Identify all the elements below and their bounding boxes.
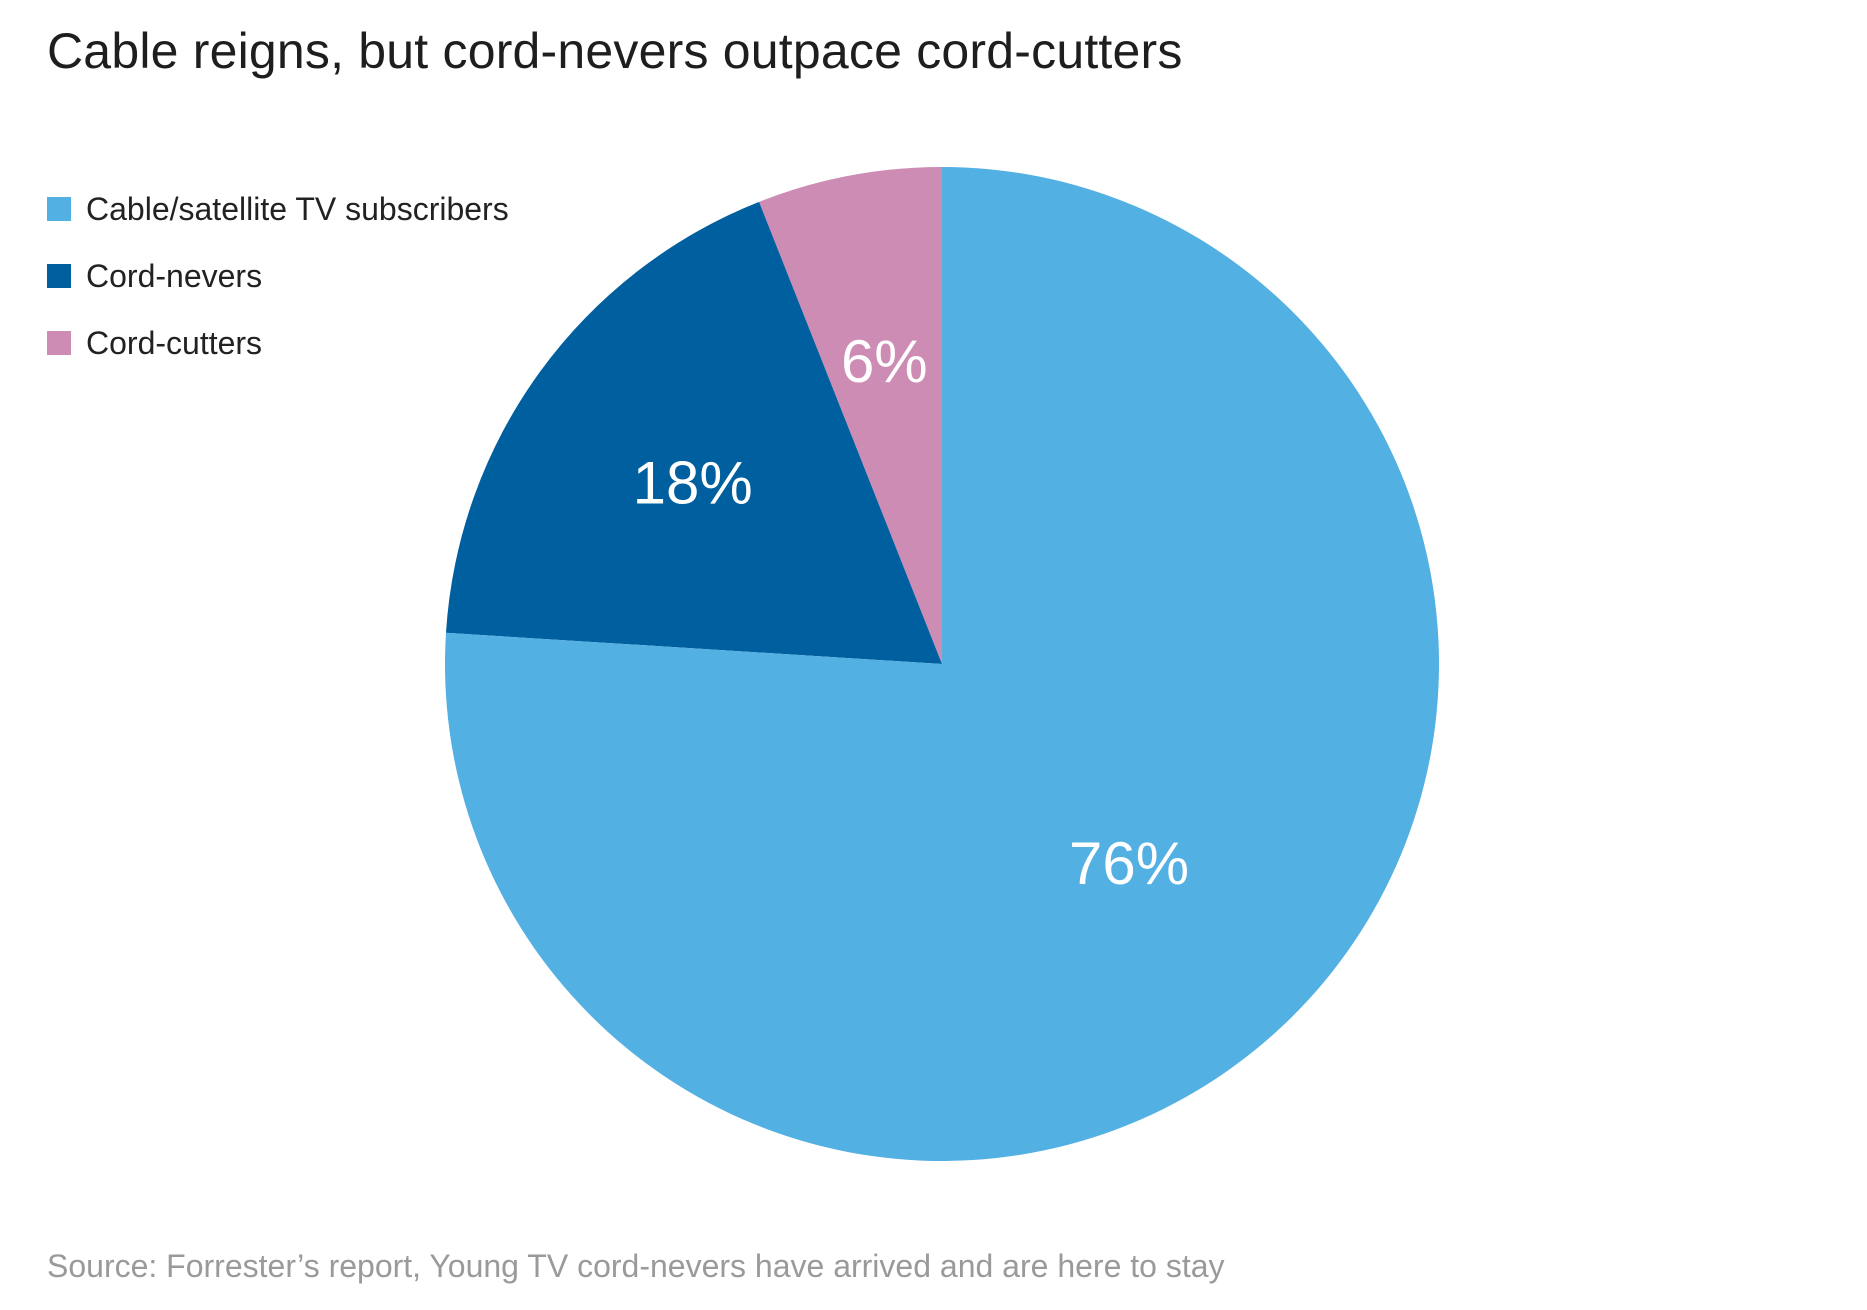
chart-title: Cable reigns, but cord-nevers outpace co… bbox=[47, 23, 1183, 79]
legend-swatch-cord-cutters bbox=[47, 331, 71, 355]
legend-item-cord-nevers: Cord-nevers bbox=[47, 257, 509, 294]
slice-label-cable: 76% bbox=[1069, 830, 1189, 897]
source-note: Source: Forrester’s report, Young TV cor… bbox=[47, 1248, 1225, 1284]
pie-slice-cord-nevers bbox=[445, 201, 942, 664]
legend-label-cable: Cable/satellite TV subscribers bbox=[86, 190, 509, 227]
legend: Cable/satellite TV subscribers Cord-neve… bbox=[47, 190, 509, 393]
legend-label-cord-nevers: Cord-nevers bbox=[86, 257, 263, 294]
legend-item-cable: Cable/satellite TV subscribers bbox=[47, 190, 509, 227]
pie-slice-cord-cutters bbox=[759, 167, 942, 664]
pie-slice-cable bbox=[444, 166, 1439, 1161]
legend-item-cord-cutters: Cord-cutters bbox=[47, 324, 509, 361]
slice-label-cord-nevers: 18% bbox=[633, 449, 753, 516]
legend-swatch-cord-nevers bbox=[47, 264, 71, 288]
legend-label-cord-cutters: Cord-cutters bbox=[86, 324, 263, 361]
legend-swatch-cable bbox=[47, 197, 71, 221]
slice-label-cord-cutters: 6% bbox=[841, 328, 928, 395]
